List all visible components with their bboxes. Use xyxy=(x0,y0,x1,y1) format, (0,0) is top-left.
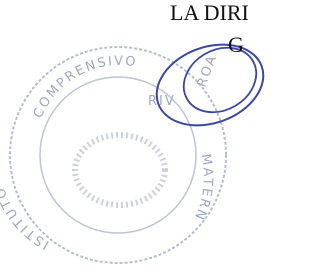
document: COMPRENSIVO ISTITUTO MATERN RIV ROA LA D… xyxy=(0,0,277,280)
stamp-left-text: ISTITUTO xyxy=(0,184,52,252)
stamp-right-text: MATERN xyxy=(191,153,216,224)
stamp: COMPRENSIVO ISTITUTO MATERN RIV ROA xyxy=(0,47,226,263)
stamp-top-text: COMPRENSIVO xyxy=(31,54,138,120)
stamp-text: MATERN xyxy=(191,153,216,224)
stamp-text: ISTITUTO xyxy=(0,184,52,252)
signature-name: G xyxy=(228,32,244,57)
pen-ellipse xyxy=(172,35,268,125)
stamp-outer-ring xyxy=(10,47,226,263)
stamp-inner-text: RIV xyxy=(148,94,176,109)
stamp-text: COMPRENSIVO xyxy=(31,54,138,120)
page: COMPRENSIVO ISTITUTO MATERN RIV ROA LA D… xyxy=(0,0,277,280)
stamp-emblem xyxy=(75,135,165,205)
signature-heading: LA DIRI xyxy=(170,0,249,25)
